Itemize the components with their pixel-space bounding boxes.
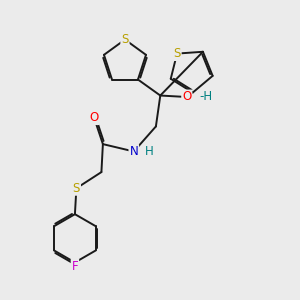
Text: -H: -H bbox=[199, 91, 212, 103]
Text: S: S bbox=[121, 33, 129, 46]
Text: O: O bbox=[89, 111, 99, 124]
Text: N: N bbox=[129, 145, 138, 158]
Text: S: S bbox=[73, 182, 80, 195]
Text: F: F bbox=[72, 260, 78, 272]
Text: S: S bbox=[173, 47, 181, 60]
Text: O: O bbox=[182, 91, 191, 103]
Text: H: H bbox=[145, 145, 154, 158]
